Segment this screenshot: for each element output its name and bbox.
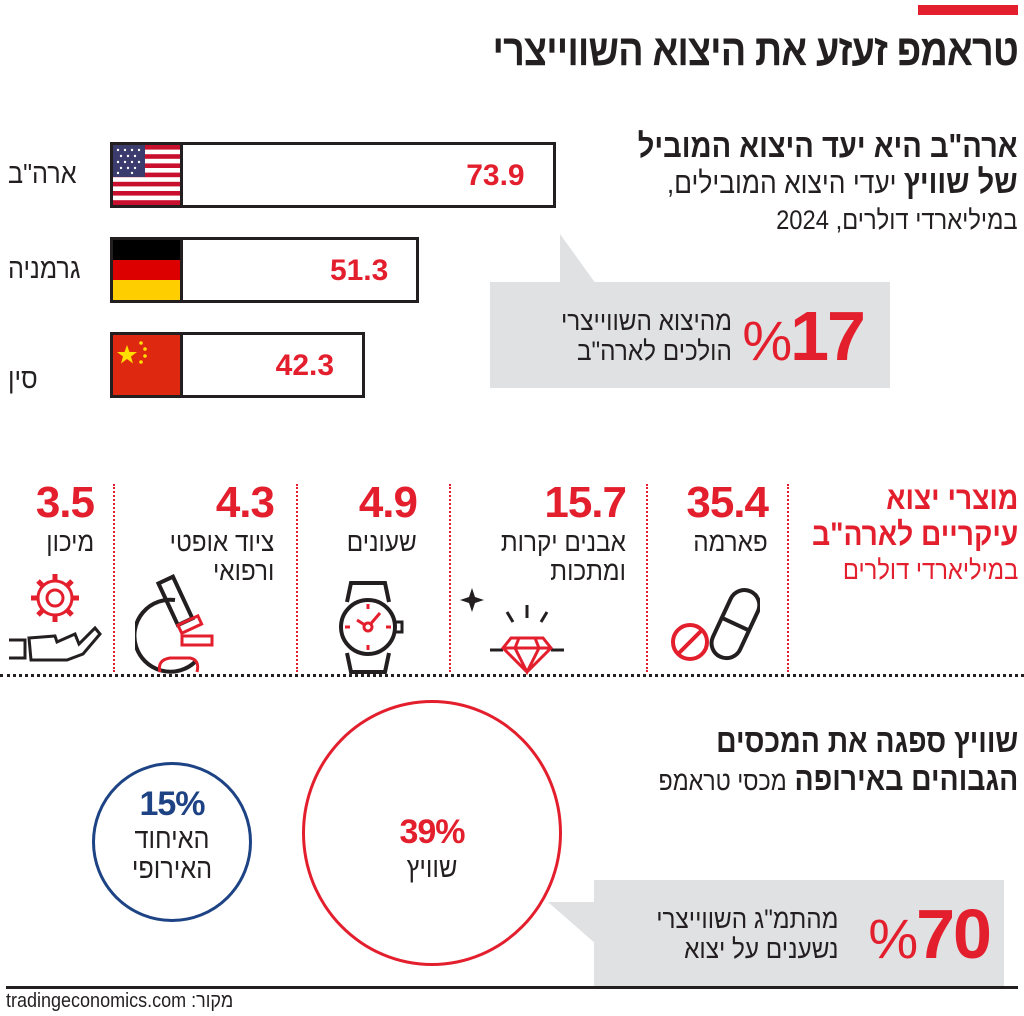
product-item: 4.3 ציוד אופטי ורפואי	[169, 478, 275, 586]
bar-germany: 51.3	[110, 237, 420, 303]
bar-value-label: 42.3	[275, 349, 335, 382]
products-heading: מוצרי יצוא עיקריים לארה"ב במיליארדי דולר…	[811, 480, 1018, 585]
bar-value-label: 73.9	[466, 159, 525, 192]
exports-heading: ארה"ב היא יעד היצוא המוביל של שוויץ יעדי…	[638, 128, 1018, 238]
callout-text: מהתמ"ג השווייצרי נשענים על יצוא	[655, 904, 838, 964]
divider	[787, 484, 789, 672]
pill-icon	[671, 588, 760, 661]
page-title: טראמפ זעזע את היצוא השווייצרי	[492, 26, 1018, 75]
callout-value: %17	[742, 297, 866, 375]
gear-hand-icon	[9, 574, 102, 662]
heading-bold: ארה"ב היא יעד היצוא המוביל	[638, 127, 1018, 164]
heading-regular: יעדי היצוא המובילים,	[667, 167, 897, 200]
category-label: סין	[8, 363, 38, 394]
source-credit: tradingeconomics.com מקור:	[6, 990, 234, 1012]
divider	[113, 484, 115, 672]
us-flag-icon	[113, 145, 183, 205]
divider	[646, 484, 648, 672]
tariffs-heading: שוויץ ספגה את המכסים הגבוהים באירופה מכס…	[658, 722, 1018, 797]
eu-tariff-circle: 15% האיחוד האירופי	[92, 762, 252, 922]
product-item: 15.7 אבנים יקרות ומתכות	[500, 478, 627, 586]
product-item: 3.5 מיכון	[35, 478, 95, 557]
section-divider	[0, 674, 1024, 677]
callout-pointer	[548, 902, 596, 944]
accent-bar	[918, 5, 1018, 15]
watch-icon	[339, 581, 404, 674]
callout-value: %70	[868, 895, 992, 973]
category-label: גרמניה	[8, 253, 81, 284]
germany-flag-icon	[113, 240, 183, 300]
unit-line: במיליארדי דולרים, 2024	[776, 205, 1018, 235]
footer-rule	[6, 986, 1018, 989]
divider	[296, 484, 298, 672]
diamond-icon	[460, 588, 564, 675]
gdp-export-callout: %70 מהתמ"ג השווייצרי נשענים על יצוא	[594, 880, 1004, 986]
bar-value-label: 51.3	[329, 254, 389, 287]
divider	[449, 484, 451, 672]
swiss-tariff-circle: 39% שוויץ	[302, 700, 562, 966]
product-item: 35.4 פארמה	[686, 478, 769, 557]
product-item: 4.9 שעונים	[347, 478, 418, 557]
heading-bold-2: של שוויץ	[904, 163, 1018, 200]
usa-share-callout: %17 מהיצוא השווייצרי הולכים לארה"ב	[490, 282, 890, 388]
microscope-icon	[135, 574, 214, 674]
callout-text: מהיצוא השווייצרי הולכים לארה"ב	[561, 306, 732, 366]
china-flag-icon	[113, 335, 183, 395]
bar-usa: 73.9	[110, 142, 556, 208]
callout-pointer	[560, 234, 596, 284]
bar-china: 42.3	[110, 332, 366, 398]
category-label: ארה"ב	[8, 158, 77, 189]
